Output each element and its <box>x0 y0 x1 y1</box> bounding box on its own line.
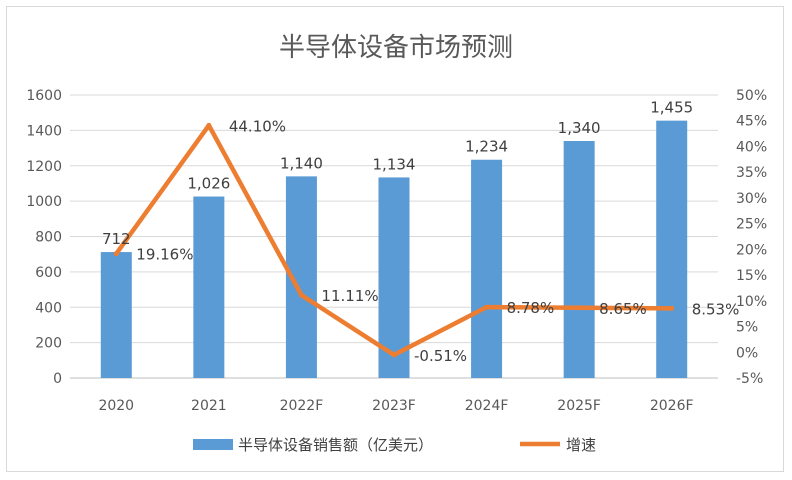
growth-value-label: 8.78% <box>507 299 555 317</box>
left-tick-label: 400 <box>35 300 62 316</box>
bar-value-label: 1,455 <box>650 99 693 117</box>
legend-swatch-bar <box>193 439 233 450</box>
bar-value-label: 1,026 <box>187 175 230 193</box>
left-tick-label: 800 <box>35 230 62 246</box>
bar <box>471 159 503 378</box>
x-tick-label: 2023F <box>372 398 416 414</box>
right-tick-label: 10% <box>736 294 767 310</box>
left-axis-ticks: 0 200 400 600 800 1000 1200 1400 1600 <box>26 88 62 387</box>
line-series <box>113 122 675 358</box>
x-axis-ticks: 2020 2021 2022F 2023F 2024F 2025F 2026F <box>98 398 693 414</box>
right-tick-label: -5% <box>736 371 763 387</box>
growth-point <box>391 352 397 358</box>
growth-point <box>113 251 119 257</box>
left-tick-label: 200 <box>35 336 62 352</box>
x-tick-label: 2022F <box>280 398 324 414</box>
bar <box>100 252 132 378</box>
bar-value-label: 1,140 <box>280 154 323 172</box>
legend-label-bar: 半导体设备销售额（亿美元） <box>238 436 433 454</box>
left-tick-label: 1400 <box>26 123 62 139</box>
right-tick-label: 50% <box>736 88 767 104</box>
right-tick-label: 35% <box>736 165 767 181</box>
left-tick-label: 0 <box>53 371 62 387</box>
left-tick-label: 600 <box>35 265 62 281</box>
growth-value-label: 8.53% <box>692 300 740 318</box>
right-tick-label: 20% <box>736 242 767 258</box>
bar-value-label: 1,340 <box>558 119 601 137</box>
right-tick-label: 45% <box>736 114 767 130</box>
growth-point <box>576 305 582 311</box>
growth-value-label: 44.10% <box>229 117 286 135</box>
growth-value-label: 8.65% <box>599 300 647 318</box>
x-tick-label: 2021 <box>191 398 227 414</box>
right-tick-label: 5% <box>736 320 758 336</box>
left-tick-label: 1000 <box>26 194 62 210</box>
growth-point <box>298 292 304 298</box>
legend-label-line: 增速 <box>566 436 596 454</box>
right-tick-label: 25% <box>736 217 767 233</box>
bar-series <box>100 120 688 378</box>
right-tick-label: 40% <box>736 139 767 155</box>
bar-value-label: 1,234 <box>465 138 508 156</box>
bar-value-label: 712 <box>102 230 131 248</box>
bar <box>563 140 595 378</box>
growth-value-label: -0.51% <box>414 347 467 365</box>
bar <box>378 177 410 378</box>
x-tick-label: 2026F <box>650 398 694 414</box>
left-tick-label: 1200 <box>26 159 62 175</box>
growth-value-label: 11.11% <box>321 287 378 305</box>
right-tick-label: 30% <box>736 191 767 207</box>
bar-value-label: 1,134 <box>373 155 416 173</box>
chart-title: 半导体设备市场预测 <box>279 33 513 63</box>
left-tick-label: 1600 <box>26 88 62 104</box>
growth-value-label: 19.16% <box>136 246 193 264</box>
line-data-labels: 19.16% 44.10% 11.11% -0.51% 8.78% 8.65% 8.53% <box>136 117 739 365</box>
bar <box>656 120 688 378</box>
x-tick-label: 2020 <box>98 398 134 414</box>
x-tick-label: 2024F <box>465 398 509 414</box>
right-axis-ticks: -5% 0% 5% 10% 15% 20% 25% 30% 35% 40% 45% 50% <box>736 88 767 387</box>
growth-point <box>206 122 212 128</box>
right-tick-label: 0% <box>736 345 758 361</box>
x-tick-label: 2025F <box>557 398 601 414</box>
bar <box>193 196 225 378</box>
bar-data-labels: 712 1,026 1,140 1,134 1,234 1,340 1,455 <box>102 99 693 248</box>
growth-point <box>484 304 490 310</box>
right-tick-label: 15% <box>736 268 767 284</box>
growth-point <box>669 305 675 311</box>
legend: 半导体设备销售额（亿美元） 增速 <box>193 436 596 454</box>
